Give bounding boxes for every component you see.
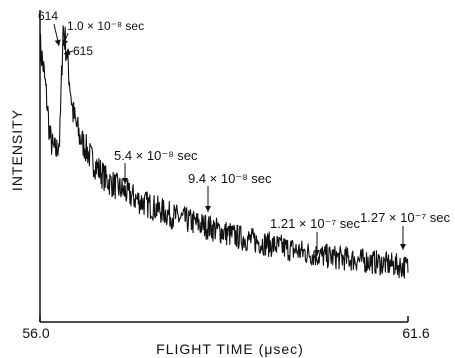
annotation-label-0: 614 — [38, 9, 58, 23]
annotation-label-6: 1.27 × 10⁻⁷ sec — [360, 210, 450, 225]
annotation-arrowhead-1 — [62, 39, 68, 46]
annotation-label-2: 615 — [73, 44, 93, 58]
y-axis-label: INTENSITY — [9, 109, 25, 191]
annotation-label-1: 1.0 × 10⁻⁸ sec — [67, 19, 144, 33]
x-axis-label: FLIGHT TIME (μsec) — [156, 341, 304, 357]
annotation-arrowhead-4 — [205, 206, 211, 212]
annotation-arrowhead-0 — [54, 39, 61, 46]
x-tick-label-1: 61.6 — [402, 325, 429, 341]
annotation-arrowhead-6 — [400, 244, 406, 250]
annotation-label-5: 1.21 × 10⁻⁷ sec — [270, 216, 360, 231]
annotation-arrowhead-3 — [122, 178, 128, 184]
series-line-intensity — [39, 25, 409, 279]
annotation-arrowhead-2 — [64, 49, 71, 55]
annotations: 614 1.0 × 10⁻⁸ sec 615 5.4 × 10⁻⁸ sec 9.4 × … — [38, 9, 450, 256]
annotation-label-4: 9.4 × 10⁻⁸ sec — [188, 171, 272, 186]
x-tick-label-0: 56.0 — [22, 325, 49, 341]
annotation-arrowhead-5 — [314, 250, 320, 256]
annotation-label-3: 5.4 × 10⁻⁸ sec — [114, 148, 198, 163]
